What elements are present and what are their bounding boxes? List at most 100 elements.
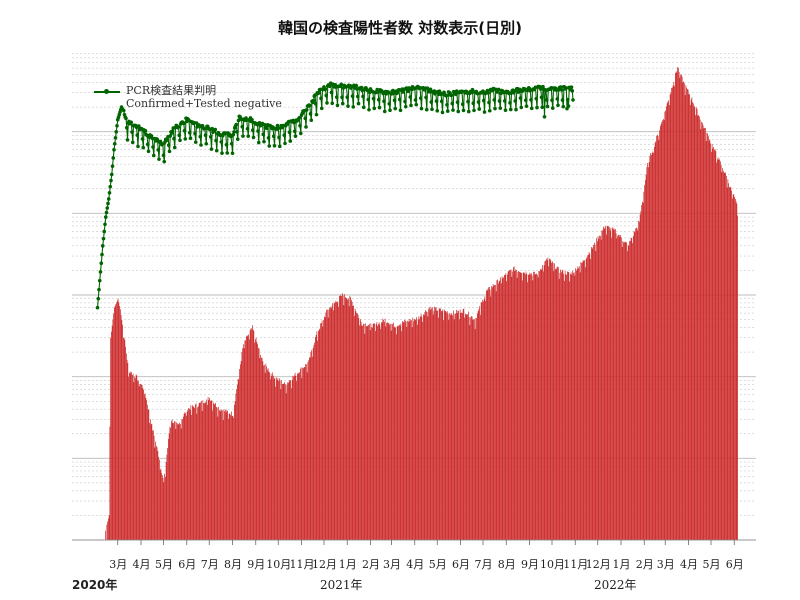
bar [367, 325, 369, 540]
series-point [340, 101, 345, 106]
bar [384, 318, 386, 540]
bar [529, 272, 531, 540]
bar [327, 317, 329, 540]
bar [491, 286, 492, 540]
series-point [151, 145, 155, 149]
bar [129, 372, 130, 540]
bar [688, 93, 690, 541]
bar [653, 152, 654, 540]
series-point [361, 94, 365, 99]
series-point [100, 244, 105, 248]
bar [225, 412, 227, 540]
series-point [172, 145, 177, 150]
series-point [429, 100, 434, 104]
bar [489, 287, 490, 540]
series-point [121, 108, 126, 113]
series-point [328, 84, 332, 89]
bar [547, 257, 549, 540]
bar [519, 271, 520, 540]
bar [368, 325, 369, 540]
bar [187, 409, 189, 540]
bar [157, 451, 159, 540]
bar [489, 289, 491, 540]
bar [215, 402, 216, 540]
bar [690, 104, 691, 540]
bar [141, 385, 143, 540]
series-point [188, 136, 193, 141]
bar [294, 372, 296, 540]
series-point [529, 97, 533, 102]
bar [234, 404, 235, 540]
bar [242, 348, 243, 540]
bar [528, 274, 529, 540]
bar [342, 293, 343, 540]
bar [544, 261, 546, 540]
bar [410, 319, 411, 540]
bar [153, 435, 155, 540]
bar [730, 186, 732, 540]
bar [296, 381, 297, 540]
bar [335, 301, 336, 540]
bar [702, 125, 704, 541]
bar [672, 87, 673, 541]
series-point [213, 127, 218, 132]
bar [588, 254, 589, 540]
bar [585, 258, 587, 540]
bar [465, 313, 466, 540]
bar [285, 384, 286, 540]
series-point [146, 149, 151, 154]
bar [626, 242, 627, 540]
bar [238, 379, 240, 540]
bar [650, 153, 651, 540]
series-point [102, 229, 107, 234]
bar [334, 302, 336, 540]
series-point [323, 87, 328, 91]
series-point [235, 130, 239, 134]
bar [366, 326, 368, 540]
bar [295, 375, 297, 540]
bar [189, 408, 190, 540]
bar [630, 237, 632, 540]
bar [543, 271, 544, 540]
x-tick-label: 4月 [406, 558, 425, 571]
bar [462, 313, 463, 540]
bar [178, 423, 180, 540]
bar [560, 269, 561, 540]
bar [432, 307, 433, 540]
series-point [497, 99, 502, 103]
bar [174, 421, 176, 540]
bar [216, 407, 218, 540]
bar [583, 261, 585, 540]
series-point [481, 89, 485, 93]
bar [407, 320, 408, 540]
bar [721, 172, 723, 540]
bar [664, 111, 666, 540]
series-point [199, 143, 203, 147]
bar [428, 308, 429, 540]
bar [303, 368, 304, 540]
bar [165, 462, 167, 540]
bar [148, 409, 150, 540]
bar [213, 402, 214, 540]
bar [205, 402, 207, 540]
series-point [168, 134, 173, 138]
bar [651, 154, 652, 540]
bar [161, 472, 162, 540]
bar [635, 228, 636, 540]
series-point [449, 93, 454, 97]
bar [426, 312, 428, 540]
bar [621, 247, 623, 540]
series-point [387, 101, 392, 106]
bar [154, 447, 156, 540]
bar [326, 309, 327, 540]
series-point [330, 101, 335, 106]
series-point [498, 106, 503, 110]
bar [307, 362, 309, 540]
bar [536, 273, 537, 540]
bar [662, 120, 663, 541]
bar [270, 373, 272, 540]
bar [354, 308, 356, 540]
series-point [156, 148, 161, 152]
bar [531, 275, 533, 540]
